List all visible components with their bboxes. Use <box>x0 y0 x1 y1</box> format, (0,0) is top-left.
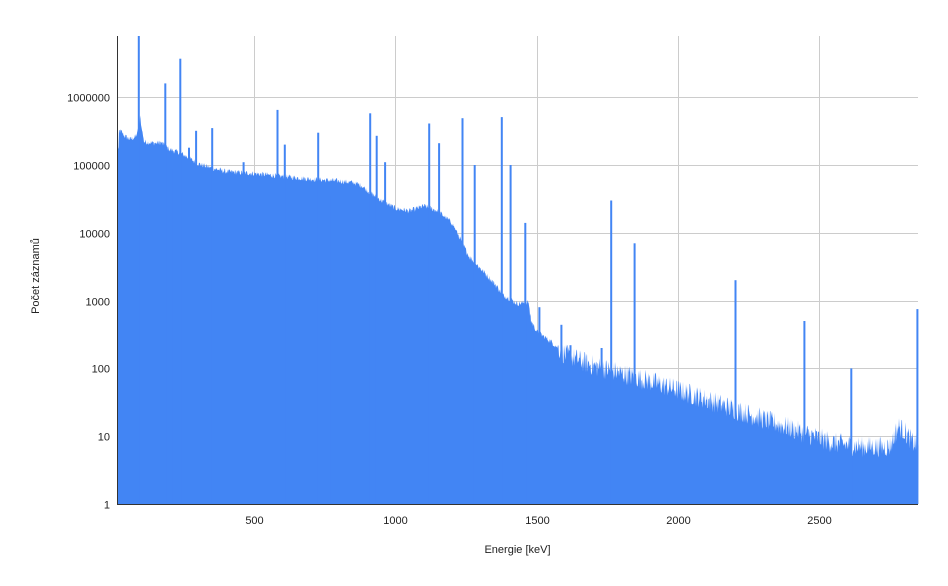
peak-spike <box>428 123 431 504</box>
peak-spike <box>317 132 320 504</box>
peak-spike <box>375 135 378 505</box>
peak-spike <box>633 243 636 505</box>
x-tick-label: 1500 <box>525 515 549 527</box>
peak-spike <box>188 147 190 504</box>
axes <box>117 36 918 505</box>
peak-spike <box>179 58 182 504</box>
peak-spike <box>369 113 372 505</box>
peak-spike <box>916 309 919 504</box>
peak-spike <box>803 321 806 504</box>
y-tick-label: 10 <box>98 432 110 444</box>
peak-spike <box>461 118 464 504</box>
x-axis-title: Energie [keV] <box>484 544 550 556</box>
y-tick-label: 1000 <box>86 297 110 309</box>
peak-spike <box>524 222 527 504</box>
peak-spike <box>560 324 563 504</box>
plot-area <box>117 36 919 505</box>
peak-spike <box>734 280 737 504</box>
peak-spike <box>569 345 572 504</box>
peak-spike <box>610 200 613 504</box>
x-tick-label: 500 <box>245 515 263 527</box>
peak-spike <box>276 109 279 505</box>
y-tick-label: 100000 <box>73 161 110 173</box>
peak-spike <box>438 143 441 504</box>
y-axis-title: Počet záznamů <box>30 238 42 314</box>
y-tick-label: 1000000 <box>67 93 110 105</box>
y-tick-label: 1 <box>104 500 110 512</box>
peak-spike <box>473 165 476 504</box>
peak-spike <box>164 83 167 505</box>
x-tick-label: 1000 <box>383 515 407 527</box>
peak-spike <box>600 348 603 504</box>
peak-spike <box>283 144 286 504</box>
peak-spike <box>538 307 541 504</box>
y-tick-label: 10000 <box>79 229 110 241</box>
tick-labels: 500 1000 1500 2000 2500 1 10 100 1000 10000 100000… <box>67 93 832 528</box>
x-tick-label: 2000 <box>666 515 690 527</box>
peak-spike <box>384 162 387 504</box>
peak-spike <box>170 168 173 504</box>
peak-spike <box>242 162 245 504</box>
peak-spike <box>328 195 331 504</box>
peak-spike <box>195 130 198 505</box>
peak-spike <box>850 368 853 504</box>
peak-spike <box>211 128 214 504</box>
peak-spike <box>500 117 503 504</box>
peak-spike <box>137 36 140 504</box>
spectrum-area <box>117 115 919 505</box>
x-tick-label: 2500 <box>807 515 831 527</box>
y-tick-label: 100 <box>92 364 110 376</box>
peak-spike <box>509 165 512 504</box>
